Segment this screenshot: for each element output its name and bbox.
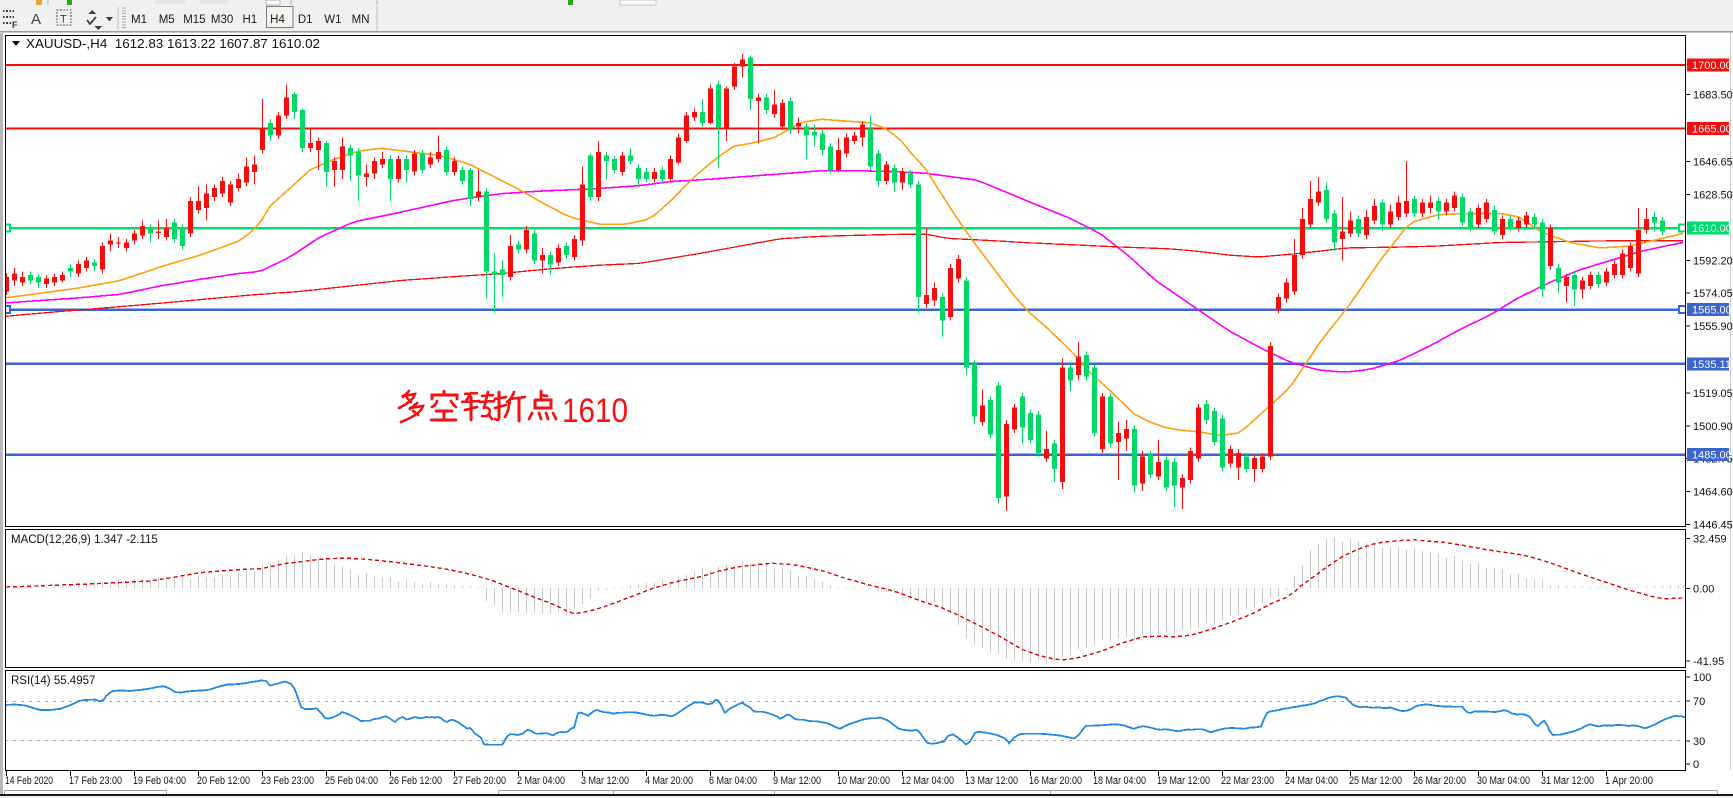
svg-text:1574.05: 1574.05	[1693, 288, 1733, 300]
svg-text:M5: M5	[159, 14, 175, 26]
svg-text:25 Feb 04:00: 25 Feb 04:00	[325, 775, 378, 787]
svg-text:1628.50: 1628.50	[1693, 189, 1733, 201]
svg-text:XAUUSD-,H4 1612.83 1613.22 16: XAUUSD-,H4 1612.83 1613.22 1607.87 1610.…	[26, 37, 320, 51]
svg-text:30: 30	[1693, 736, 1705, 748]
svg-text:M15: M15	[183, 14, 205, 26]
svg-text:MACD(12,26,9) 1.347 -2.115: MACD(12,26,9) 1.347 -2.115	[11, 534, 158, 546]
svg-text:1 Apr 20:00: 1 Apr 20:00	[1605, 775, 1653, 787]
svg-text:9 Mar 12:00: 9 Mar 12:00	[773, 775, 821, 787]
svg-text:F: F	[12, 20, 18, 30]
svg-text:MN: MN	[352, 14, 370, 26]
svg-text:1683.50: 1683.50	[1693, 90, 1733, 102]
svg-text:0: 0	[1693, 759, 1699, 771]
svg-text:1700.00: 1700.00	[1692, 60, 1732, 72]
svg-text:19 Mar 12:00: 19 Mar 12:00	[1157, 775, 1210, 787]
svg-text:1610: 1610	[562, 392, 628, 430]
svg-text:23 Feb 23:00: 23 Feb 23:00	[261, 775, 314, 787]
svg-text:W1: W1	[324, 14, 341, 26]
svg-text:10 Mar 20:00: 10 Mar 20:00	[837, 775, 890, 787]
svg-text:24 Mar 04:00: 24 Mar 04:00	[1285, 775, 1338, 787]
svg-text:1610.00: 1610.00	[1692, 223, 1732, 235]
svg-text:3 Mar 12:00: 3 Mar 12:00	[581, 775, 629, 787]
svg-text:M1: M1	[131, 14, 147, 26]
svg-text:D1: D1	[298, 14, 313, 26]
svg-text:0.00: 0.00	[1693, 583, 1714, 595]
svg-text:26 Feb 12:00: 26 Feb 12:00	[389, 775, 442, 787]
svg-text:-41.95: -41.95	[1693, 656, 1724, 668]
svg-text:27 Feb 20:00: 27 Feb 20:00	[453, 775, 506, 787]
svg-text:H1: H1	[242, 14, 257, 26]
svg-text:32.459: 32.459	[1693, 534, 1727, 546]
svg-text:1500.90: 1500.90	[1693, 421, 1733, 433]
svg-text:13 Mar 12:00: 13 Mar 12:00	[965, 775, 1018, 787]
svg-text:12 Mar 04:00: 12 Mar 04:00	[901, 775, 954, 787]
svg-text:19 Feb 04:00: 19 Feb 04:00	[133, 775, 186, 787]
svg-text:1592.20: 1592.20	[1693, 255, 1733, 267]
svg-text:1555.90: 1555.90	[1693, 321, 1733, 333]
svg-text:RSI(14) 55.4957: RSI(14) 55.4957	[11, 675, 95, 687]
svg-text:4 Mar 20:00: 4 Mar 20:00	[645, 775, 693, 787]
svg-text:100: 100	[1693, 672, 1711, 684]
svg-text:1665.00: 1665.00	[1692, 123, 1732, 135]
svg-text:1519.05: 1519.05	[1693, 388, 1733, 400]
svg-text:1535.11: 1535.11	[1692, 359, 1731, 371]
svg-text:31 Mar 12:00: 31 Mar 12:00	[1541, 775, 1594, 787]
svg-text:2 Mar 04:00: 2 Mar 04:00	[517, 775, 565, 787]
svg-text:1565.00: 1565.00	[1692, 305, 1732, 317]
svg-text:1485.00: 1485.00	[1692, 450, 1732, 462]
svg-text:20 Feb 12:00: 20 Feb 12:00	[197, 775, 250, 787]
svg-text:70: 70	[1693, 696, 1705, 708]
svg-text:T: T	[60, 14, 67, 26]
svg-text:H4: H4	[270, 14, 285, 26]
svg-text:1446.45: 1446.45	[1693, 520, 1733, 532]
svg-text:30 Mar 04:00: 30 Mar 04:00	[1477, 775, 1530, 787]
svg-text:A: A	[31, 11, 41, 28]
svg-text:26 Mar 20:00: 26 Mar 20:00	[1413, 775, 1466, 787]
svg-text:22 Mar 23:00: 22 Mar 23:00	[1221, 775, 1274, 787]
svg-text:1464.60: 1464.60	[1693, 487, 1733, 499]
svg-text:M30: M30	[211, 14, 233, 26]
svg-text:17 Feb 23:00: 17 Feb 23:00	[69, 775, 122, 787]
svg-text:18 Mar 04:00: 18 Mar 04:00	[1093, 775, 1146, 787]
svg-text:1646.65: 1646.65	[1693, 157, 1733, 169]
svg-text:6 Mar 04:00: 6 Mar 04:00	[709, 775, 757, 787]
svg-text:14 Feb 2020: 14 Feb 2020	[5, 775, 53, 787]
svg-text:16 Mar 20:00: 16 Mar 20:00	[1029, 775, 1082, 787]
svg-text:25 Mar 12:00: 25 Mar 12:00	[1349, 775, 1402, 787]
